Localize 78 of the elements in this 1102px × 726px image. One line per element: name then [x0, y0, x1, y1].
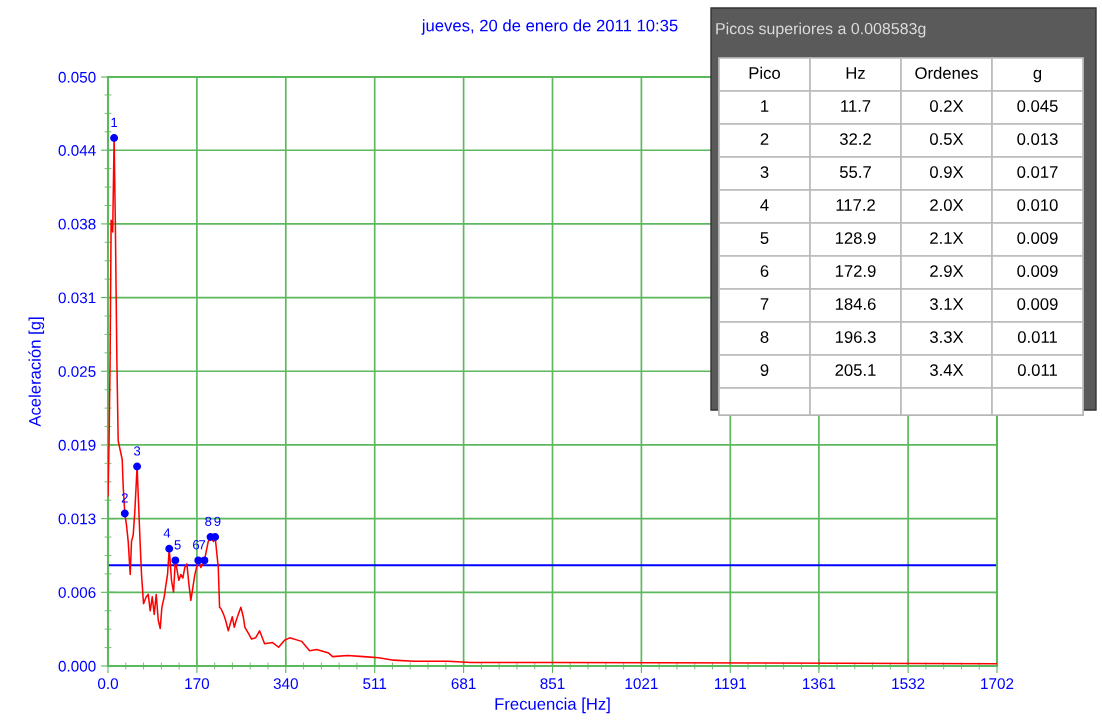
point	[110, 134, 119, 142]
annotation: 1	[111, 117, 118, 127]
annotation: 6	[760, 265, 769, 277]
text: g	[1033, 69, 1042, 83]
annotation: Pico	[749, 66, 781, 79]
x-tick-label: 1532	[892, 678, 925, 690]
annotation: 8	[760, 331, 769, 343]
annotation: 7	[760, 298, 769, 310]
y-tick-label: 0.013	[58, 513, 96, 525]
annotation: 5	[174, 540, 181, 550]
y-tick-label: 0.031	[58, 292, 96, 304]
point	[211, 532, 220, 541]
annotation: 32.2	[839, 133, 871, 145]
y-tick-label: 0.025	[58, 366, 96, 377]
annotation: 128.9	[835, 232, 876, 244]
text: 0.045	[1017, 100, 1058, 112]
annotation: 0.5X	[930, 133, 964, 145]
x-tick-label: 1361	[803, 678, 836, 690]
annotation: 205.1	[835, 364, 876, 376]
annotation: 3.1X	[929, 298, 964, 310]
y-axis-title: Aceleración [g]	[28, 317, 45, 427]
annotation: 7	[199, 540, 206, 550]
annotation: 4	[163, 528, 171, 538]
text: 0.009	[1017, 298, 1058, 310]
annotation: 2.9X	[930, 265, 964, 277]
annotation: 3.4X	[929, 364, 964, 376]
annotation: Hz	[846, 67, 865, 79]
annotation: 196.3	[835, 331, 876, 343]
x-tick-label: 0.0	[97, 678, 119, 690]
annotation: 8	[205, 516, 212, 526]
point	[133, 462, 142, 471]
x-tick-label: 511	[363, 678, 387, 690]
y-tick-label: 0.019	[58, 439, 96, 451]
annotation: 172.9	[835, 265, 876, 277]
y-tick-label: 0.006	[58, 587, 96, 598]
annotation: 0.9X	[930, 166, 964, 178]
annotation: 2	[760, 133, 769, 145]
text: 0.009	[1017, 265, 1058, 277]
x-tick-label: 1191	[715, 678, 746, 690]
text: Picos superiores a 0.008583g	[716, 22, 926, 38]
point	[165, 544, 174, 553]
y-tick-label: 0.038	[58, 218, 96, 230]
annotation: 117.2	[836, 199, 875, 211]
point	[120, 509, 129, 518]
text: 0.010	[1017, 199, 1058, 211]
annotation: 5	[760, 232, 769, 244]
annotation: 1	[761, 100, 769, 112]
x-tick-label: 340	[273, 678, 298, 690]
annotation: 9	[214, 516, 221, 526]
annotation: 9	[760, 364, 769, 376]
x-tick-label: 170	[185, 678, 210, 690]
x-axis-title: Frecuencia [Hz]	[495, 697, 610, 714]
text: 0.017	[1017, 166, 1058, 178]
text: 0.011	[1017, 364, 1057, 376]
text: 0.011	[1017, 331, 1057, 343]
annotation: 3.3X	[929, 331, 964, 343]
text: 0.009	[1017, 232, 1058, 244]
annotation: 0.2X	[930, 100, 964, 112]
y-tick-label: 0.050	[58, 71, 96, 83]
annotation: 11.7	[841, 100, 871, 112]
x-tick-label: 1702	[981, 678, 1014, 690]
x-tick-label: 851	[540, 678, 565, 690]
annotation: Ordenes	[915, 66, 978, 79]
point	[200, 556, 209, 565]
annotation: 4	[760, 199, 769, 211]
annotation: 2.1X	[930, 232, 964, 244]
chart-title: jueves, 20 de enero de 2011 10:35	[421, 19, 678, 35]
text: 0.013	[1017, 133, 1058, 145]
y-tick-label: 0.000	[58, 660, 96, 672]
annotation: 2.0X	[930, 199, 964, 211]
y-tick-label: 0.044	[58, 145, 96, 156]
annotation: 55.7	[839, 166, 871, 178]
x-tick-label: 1021	[625, 678, 658, 690]
point	[171, 556, 180, 565]
x-tick-label: 681	[451, 678, 476, 690]
annotation: 3	[760, 166, 769, 178]
annotation: 3	[133, 446, 141, 456]
annotation: 184.6	[835, 298, 876, 310]
